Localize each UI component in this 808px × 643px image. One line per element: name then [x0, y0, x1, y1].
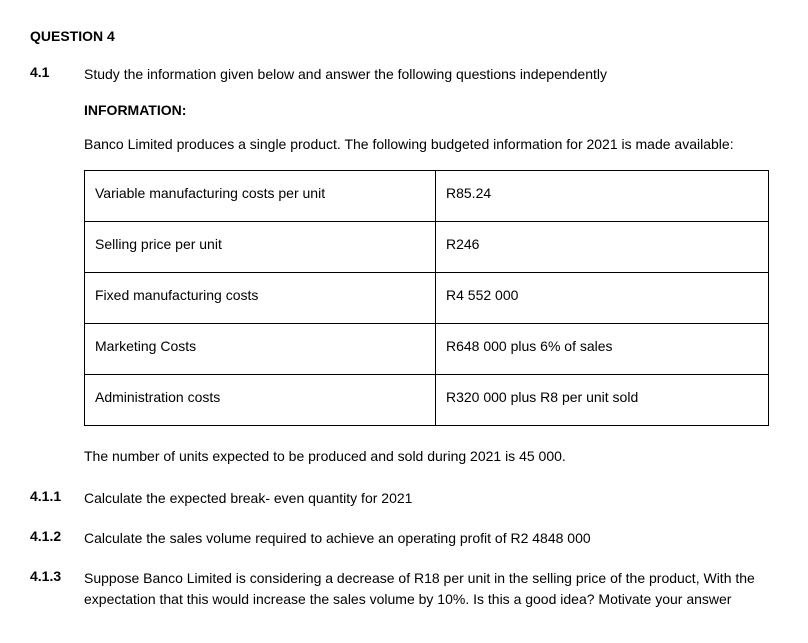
section-number: 4.1 [30, 64, 84, 80]
cell-label: Fixed manufacturing costs [85, 273, 436, 324]
cell-value: R4 552 000 [436, 273, 769, 324]
cell-value: R320 000 plus R8 per unit sold [436, 375, 769, 426]
subquestion-4-1-2: 4.1.2 Calculate the sales volume require… [30, 528, 778, 550]
subquestion-text: Calculate the expected break- even quant… [84, 488, 778, 510]
information-block: INFORMATION: Banco Limited produces a si… [84, 102, 778, 464]
budget-table: Variable manufacturing costs per unit R8… [84, 170, 769, 426]
information-intro: Banco Limited produces a single product.… [84, 136, 778, 152]
cell-value: R246 [436, 222, 769, 273]
section-text: Study the information given below and an… [84, 64, 778, 84]
table-row: Selling price per unit R246 [85, 222, 769, 273]
table-row: Variable manufacturing costs per unit R8… [85, 171, 769, 222]
question-heading: QUESTION 4 [30, 28, 778, 44]
information-footnote: The number of units expected to be produ… [84, 448, 778, 464]
table-row: Fixed manufacturing costs R4 552 000 [85, 273, 769, 324]
subquestion-number: 4.1.1 [30, 488, 84, 504]
cell-value: R648 000 plus 6% of sales [436, 324, 769, 375]
subquestion-4-1-1: 4.1.1 Calculate the expected break- even… [30, 488, 778, 510]
document-page: QUESTION 4 4.1 Study the information giv… [0, 0, 808, 643]
subquestion-number: 4.1.2 [30, 528, 84, 544]
cell-label: Variable manufacturing costs per unit [85, 171, 436, 222]
section-4-1: 4.1 Study the information given below an… [30, 64, 778, 84]
subquestion-text: Calculate the sales volume required to a… [84, 528, 778, 550]
subquestion-4-1-3: 4.1.3 Suppose Banco Limited is consideri… [30, 568, 778, 611]
information-label: INFORMATION: [84, 102, 778, 118]
table-row: Marketing Costs R648 000 plus 6% of sale… [85, 324, 769, 375]
subquestion-text: Suppose Banco Limited is considering a d… [84, 568, 778, 611]
subquestion-number: 4.1.3 [30, 568, 84, 584]
cell-label: Marketing Costs [85, 324, 436, 375]
cell-label: Administration costs [85, 375, 436, 426]
table-row: Administration costs R320 000 plus R8 pe… [85, 375, 769, 426]
cell-label: Selling price per unit [85, 222, 436, 273]
cell-value: R85.24 [436, 171, 769, 222]
